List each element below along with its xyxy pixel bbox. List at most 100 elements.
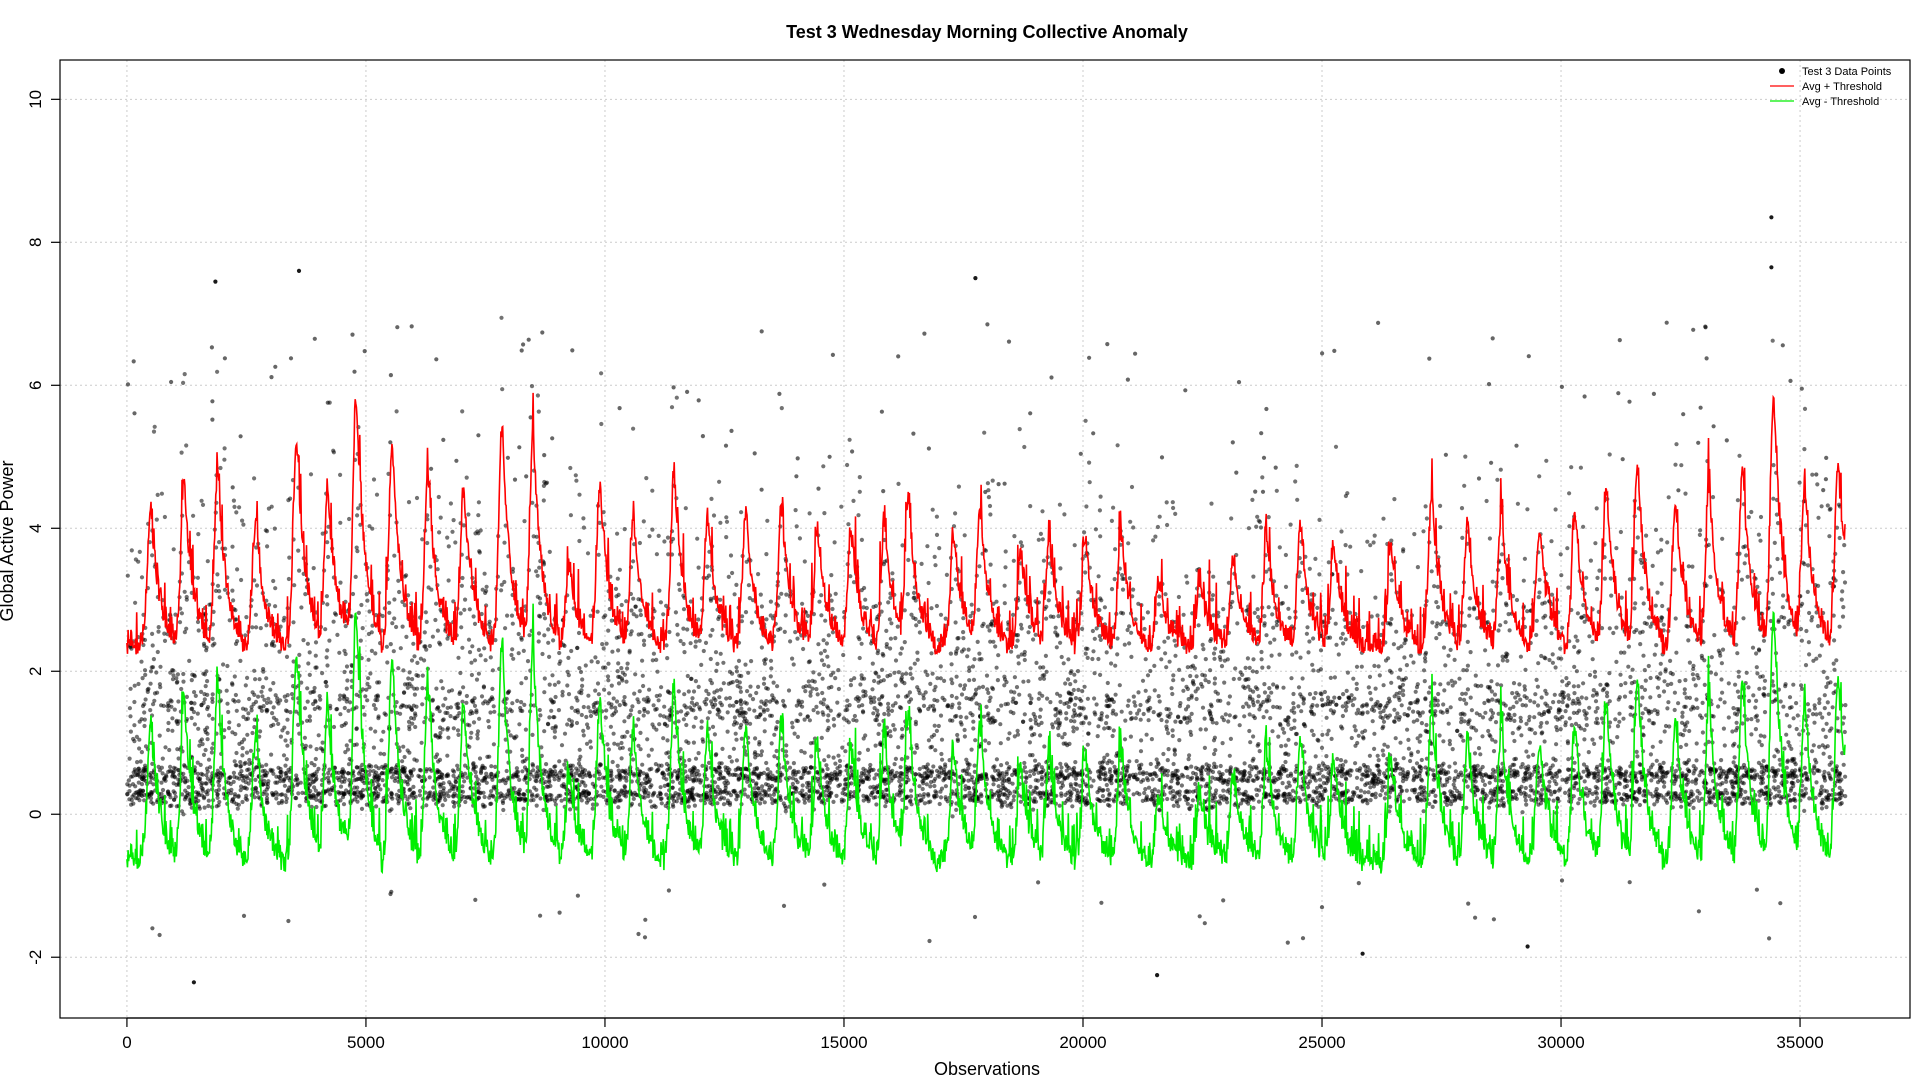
data-point [493,638,498,643]
data-point [241,522,246,527]
data-point [1133,703,1138,708]
data-point [541,612,547,617]
data-point [1057,803,1062,808]
data-point [1381,753,1386,758]
data-point [276,721,281,727]
data-point [980,684,986,690]
data-point [406,500,412,505]
data-point [456,732,461,738]
data-point [1392,707,1397,712]
data-point [963,787,968,792]
data-point [576,761,582,766]
data-point [1797,480,1802,485]
data-point [1843,794,1848,799]
data-point [1779,796,1784,801]
data-point [1264,633,1269,638]
data-point [1016,661,1021,666]
data-point [1056,733,1061,738]
data-point [1294,650,1299,655]
data-point [353,574,358,580]
data-point [1495,682,1500,687]
data-point [675,632,680,637]
data-point [788,639,793,644]
data-point [1556,699,1561,704]
data-point [422,630,427,635]
data-point [1582,619,1587,624]
data-point [682,650,687,655]
data-point [1533,731,1538,736]
data-point [205,737,210,742]
data-point [1533,692,1538,697]
data-point [1595,786,1600,791]
data-point [1567,524,1572,529]
data-point [1115,636,1120,641]
data-point [1472,751,1478,756]
data-point [1203,657,1208,662]
data-point [1320,732,1325,737]
data-point [410,677,415,682]
data-point [999,703,1004,708]
data-point [166,708,171,713]
data-point [204,790,209,795]
data-point [1400,779,1406,784]
data-point [1298,655,1303,660]
data-point [802,750,807,755]
data-point [1663,669,1668,674]
data-point [1837,785,1842,790]
data-point [822,510,827,516]
data-point [1073,776,1078,781]
data-point [1565,739,1570,744]
data-point [1560,679,1565,684]
data-point [734,665,739,670]
data-point [1496,628,1501,633]
data-point [510,701,515,706]
data-point [1397,684,1402,690]
data-point [1291,691,1296,697]
data-point [1006,766,1011,771]
data-point [1771,683,1776,688]
data-point [1177,797,1182,802]
data-point [1046,598,1051,603]
data-point [175,747,180,752]
data-point [1368,690,1373,696]
data-point [591,702,596,707]
data-point [690,786,695,791]
data-point [833,591,838,596]
data-point [1100,794,1105,799]
data-point [1567,491,1572,496]
data-point [1243,665,1248,671]
data-point [536,409,541,414]
data-point [1480,734,1485,739]
data-point [1144,732,1149,737]
data-point [296,548,301,553]
data-point [323,803,328,808]
data-point [1403,676,1408,681]
data-point [1491,608,1496,613]
data-point [1523,798,1528,803]
data-point [307,714,312,719]
data-point [378,751,383,756]
data-point [1684,623,1689,629]
data-point [1499,552,1504,557]
data-point [718,797,723,802]
data-point [139,575,145,580]
data-point [420,673,425,678]
data-point [712,732,718,737]
data-point [1771,463,1776,468]
data-point [931,703,936,708]
data-point [1827,534,1832,539]
data-point [1551,700,1556,705]
data-point [434,686,439,691]
data-point [500,713,505,718]
data-point [197,743,202,748]
data-point [1810,712,1816,717]
data-point [480,587,485,592]
data-point [1543,625,1548,630]
data-point [739,736,744,741]
data-point [1532,715,1537,720]
data-point [1435,621,1440,626]
data-point [389,709,394,714]
data-point [626,715,631,720]
data-point [200,502,206,507]
data-point [1259,784,1264,789]
